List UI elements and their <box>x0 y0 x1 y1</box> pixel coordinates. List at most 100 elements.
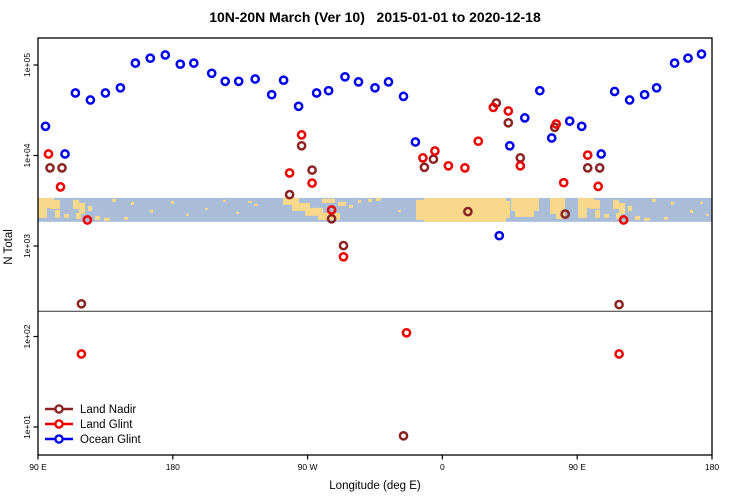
land-patch <box>664 216 668 220</box>
data-point <box>250 74 261 84</box>
data-point <box>624 95 635 105</box>
land-patch <box>550 197 565 214</box>
data-point <box>428 154 439 165</box>
data-point <box>614 349 624 359</box>
y-tick-label: 1e+05 <box>22 53 32 77</box>
land-patch <box>578 197 594 208</box>
data-point <box>430 146 440 156</box>
data-point <box>463 206 473 217</box>
land-patch <box>376 197 381 201</box>
data-point <box>82 215 93 225</box>
data-point <box>45 163 55 173</box>
legend: Land Nadir Land Glint Ocean Glint <box>45 404 142 446</box>
x-tick-label: 90 E <box>29 462 47 472</box>
land-patch <box>73 199 79 209</box>
land-patch <box>644 217 650 221</box>
data-point <box>582 150 593 160</box>
data-point <box>160 50 171 60</box>
data-point <box>323 85 334 96</box>
data-point <box>326 205 337 215</box>
land-patch <box>511 197 539 211</box>
world-map-strip <box>38 197 712 222</box>
land-patch <box>38 205 47 218</box>
data-point <box>55 182 66 192</box>
series-ocean-glint <box>40 49 707 241</box>
land-patch <box>690 209 693 213</box>
data-point <box>100 88 111 98</box>
data-point <box>410 137 421 147</box>
land-patch <box>604 213 609 218</box>
land-patch <box>590 199 600 209</box>
x-tick-label: 180 <box>705 462 719 472</box>
y-tick-label: 1e+04 <box>22 143 32 167</box>
data-point <box>85 95 96 105</box>
data-point <box>639 89 650 100</box>
land-patch <box>305 207 323 216</box>
legend-label: Land Glint <box>80 419 133 431</box>
data-point <box>618 215 629 225</box>
data-point <box>220 76 231 87</box>
land-patch <box>55 209 60 218</box>
land-patch <box>95 215 100 220</box>
land-patch <box>635 215 640 220</box>
land-patch <box>671 201 674 205</box>
data-point <box>60 149 70 159</box>
data-point <box>70 88 81 98</box>
data-point <box>370 82 380 93</box>
data-point <box>57 163 67 173</box>
land-patch <box>358 199 361 203</box>
data-point <box>558 177 569 188</box>
data-point <box>534 85 545 96</box>
data-point <box>296 130 307 140</box>
land-patch <box>124 216 128 220</box>
data-point <box>473 136 484 147</box>
data-point <box>546 133 557 143</box>
data-point <box>564 116 575 126</box>
y-tick-label: 1e+03 <box>22 234 32 258</box>
legend-entry-land-nadir: Land Nadir <box>45 404 136 416</box>
land-patch <box>104 217 110 221</box>
land-patch <box>171 200 174 204</box>
land-patch <box>398 209 401 212</box>
data-point <box>293 101 304 112</box>
legend-label: Ocean Glint <box>80 434 142 446</box>
data-point <box>515 160 526 171</box>
data-point <box>401 327 412 338</box>
data-point <box>284 168 295 178</box>
land-patch <box>79 202 85 214</box>
land-patch <box>613 199 619 209</box>
data-point <box>175 59 186 70</box>
data-point <box>519 113 530 123</box>
data-point <box>593 181 604 192</box>
data-point <box>353 77 364 87</box>
legend-entry-land-glint: Land Glint <box>45 419 133 431</box>
land-patch <box>368 198 372 202</box>
land-patch <box>38 197 54 208</box>
land-patch <box>150 209 153 213</box>
y-tick-label: 1e+02 <box>22 324 32 348</box>
y-axis-title: N Total <box>3 229 15 265</box>
land-patch <box>88 205 92 211</box>
data-point <box>266 89 277 100</box>
data-point <box>515 153 526 163</box>
data-point <box>494 230 505 241</box>
land-patch <box>292 202 310 211</box>
x-tick-label: 90 W <box>298 462 318 472</box>
land-patch <box>700 201 703 204</box>
y-axis: 1e+01 1e+02 1e+03 1e+04 1e+05 <box>22 53 38 439</box>
data-point <box>596 149 607 159</box>
data-point <box>460 163 470 173</box>
data-point <box>326 213 337 224</box>
land-patch <box>112 198 116 202</box>
land-patch <box>515 208 534 217</box>
series-land-glint <box>43 102 629 359</box>
data-point <box>383 77 394 87</box>
legend-label: Land Nadir <box>80 404 136 416</box>
land-patch <box>338 201 346 206</box>
data-point <box>582 163 593 173</box>
data-point <box>188 58 199 68</box>
series-land-nadir <box>45 98 624 441</box>
data-point <box>488 102 499 113</box>
data-point <box>338 240 349 251</box>
data-point <box>278 75 289 86</box>
